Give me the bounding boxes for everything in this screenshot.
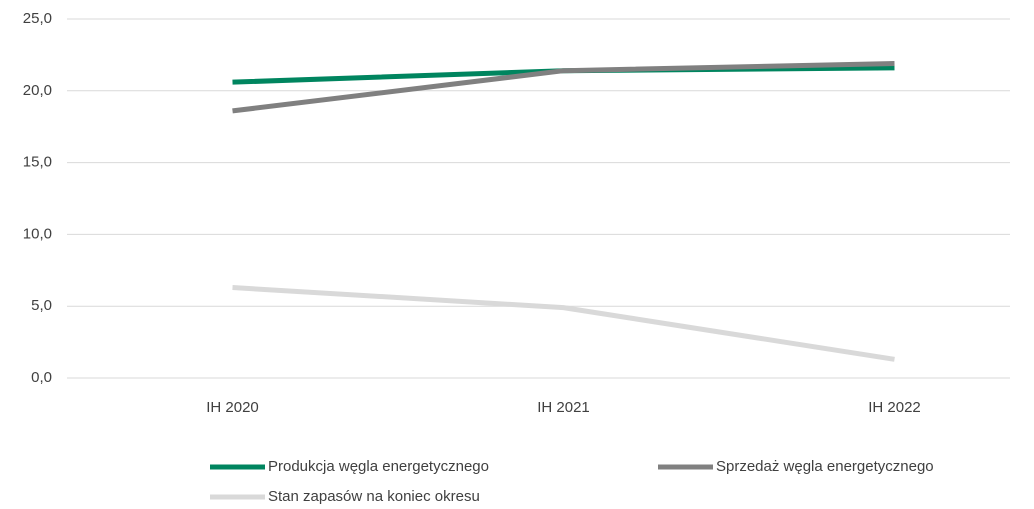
x-tick-label: IH 2021 — [537, 399, 590, 416]
legend-label: Produkcja węgla energetycznego — [268, 458, 489, 475]
legend-label: Stan zapasów na koniec okresu — [268, 488, 480, 505]
y-tick-label: 0,0 — [31, 369, 52, 386]
series-line — [232, 285, 895, 362]
x-tick-label: IH 2020 — [206, 399, 259, 416]
y-tick-label: 5,0 — [31, 297, 52, 314]
y-tick-label: 15,0 — [23, 154, 52, 171]
y-tick-label: 20,0 — [23, 82, 52, 99]
y-tick-label: 10,0 — [23, 225, 52, 242]
y-tick-label: 25,0 — [23, 10, 52, 27]
legend-label: Sprzedaż węgla energetycznego — [716, 458, 934, 475]
series-line — [232, 61, 895, 114]
x-tick-label: IH 2022 — [868, 399, 921, 416]
